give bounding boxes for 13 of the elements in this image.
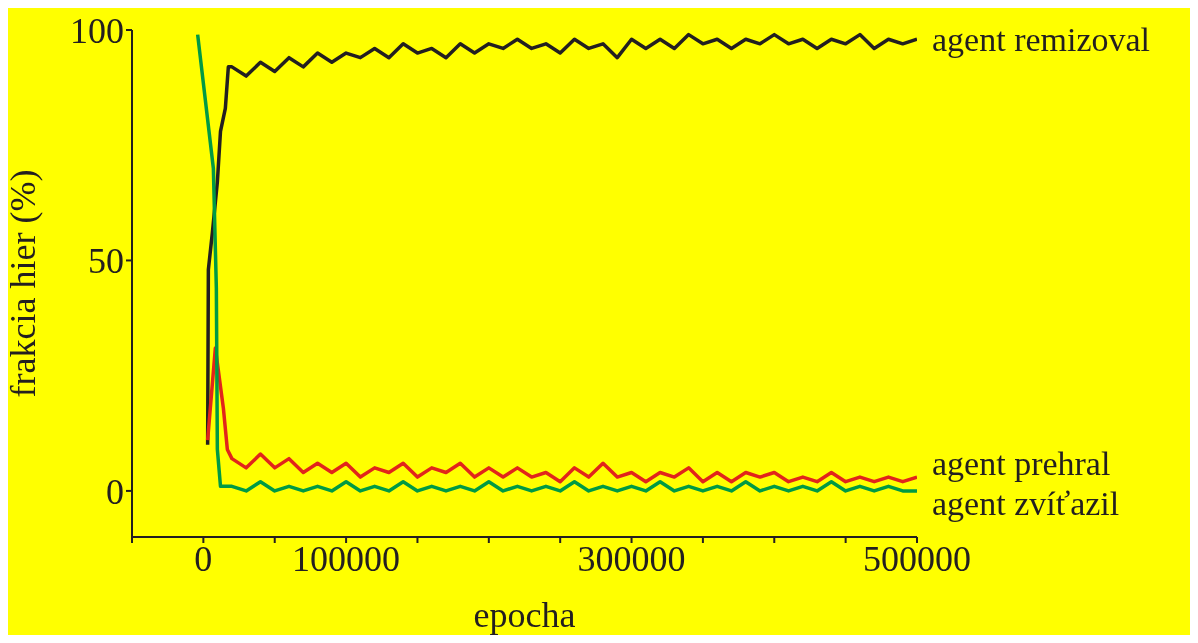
y-tick-label: 100 [70,10,124,51]
x-tick-label: 500000 [863,538,971,579]
series-label: agent zvíťazil [932,485,1120,523]
x-tick-label: 100000 [292,538,401,579]
x-tick-label: 0 [194,538,213,579]
x-axis-title: epocha [473,595,576,635]
line-series [205,346,917,484]
x-tick-label: 300000 [577,538,686,579]
series-label: agent remizoval [932,20,1151,58]
y-axis-title: frakcia hier (%) [2,169,43,398]
y-tick-label: 0 [106,471,124,512]
y-tick-label: 50 [88,241,124,282]
series-label: agent prehral [932,445,1111,483]
